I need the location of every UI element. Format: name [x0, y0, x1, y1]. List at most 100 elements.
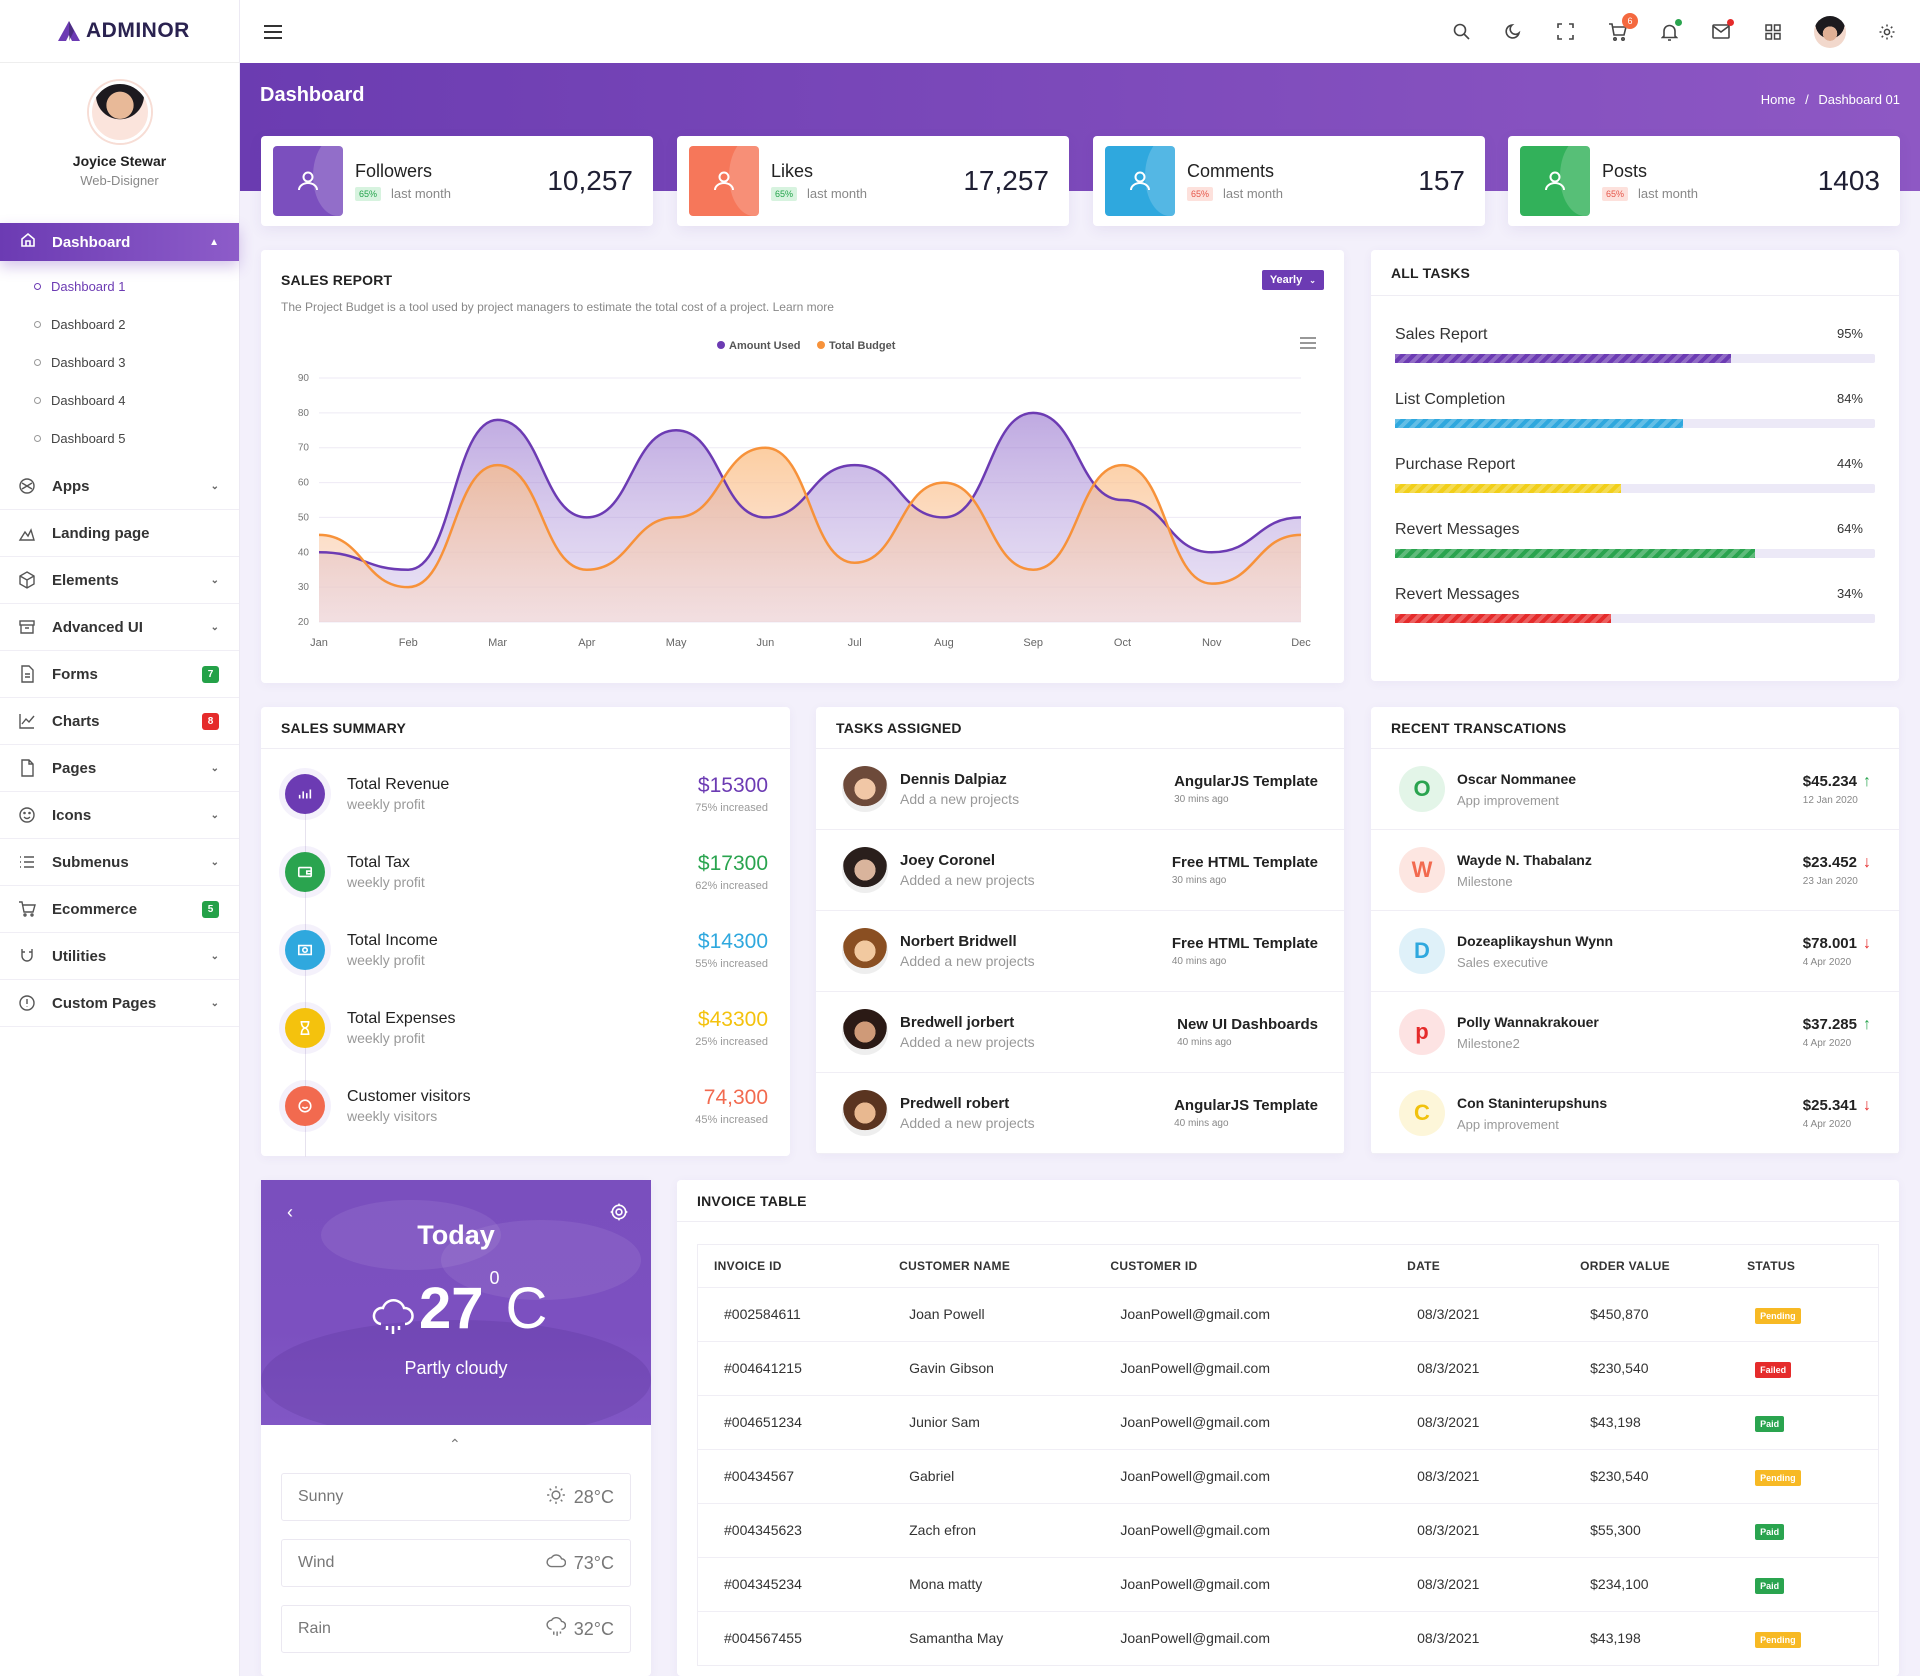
fullscreen-icon[interactable] — [1554, 21, 1576, 43]
brand-logo[interactable]: ADMINOR — [0, 0, 239, 63]
table-row[interactable]: #004567455 Samantha May JoanPowell@gmail.c… — [698, 1610, 1878, 1665]
bell-icon[interactable] — [1658, 18, 1682, 43]
column-header[interactable]: ORDER VALUE — [1580, 1258, 1670, 1273]
legend-label[interactable]: Amount Used — [729, 340, 801, 352]
recent-transactions-card: RECENT TRANSCATIONS O Oscar Nommanee App i… — [1371, 707, 1899, 1154]
stat-percent-badge: 65% — [355, 186, 382, 201]
menu-toggle-icon[interactable] — [262, 21, 284, 43]
list-item[interactable]: C Con Staninterupshuns App improvement $25.… — [1371, 1073, 1899, 1154]
transaction-sub: Milestone — [1457, 873, 1513, 889]
sales-summary-title: SALES SUMMARY — [281, 719, 406, 736]
weather-today-label: Today — [417, 1220, 495, 1250]
stat-title: Followers — [355, 161, 433, 181]
stat-card-followers[interactable]: Followers 65% last month 10,257 — [261, 136, 653, 226]
count-badge: 8 — [202, 712, 219, 730]
list-item[interactable]: O Oscar Nommanee App improvement $45.234 ↑ 12… — [1371, 749, 1899, 830]
column-header[interactable]: INVOICE ID — [714, 1258, 782, 1273]
sales-report-description: The Project Budget is a tool used by pro… — [281, 300, 834, 314]
cloud-decoration — [441, 1220, 641, 1300]
stat-card-likes[interactable]: Likes 65% last month 17,257 — [677, 136, 1069, 226]
legend-label[interactable]: Total Budget — [829, 340, 896, 352]
y-tick-label: 70 — [298, 443, 310, 454]
invoice-table-wrap: INVOICE ID CUSTOMER NAME CUSTOMER ID DATE OR… — [697, 1244, 1879, 1666]
list-item[interactable]: Predwell robert Added a new projects Angul… — [816, 1073, 1344, 1154]
avatar[interactable] — [88, 81, 151, 143]
progress-fill — [1395, 549, 1755, 558]
column-header[interactable]: CUSTOMER ID — [1110, 1258, 1198, 1273]
submenu-item[interactable]: Dashboard 4 — [0, 381, 239, 419]
table-row[interactable]: #00434567 Gabriel JoanPowell@gmail.com 08/3… — [698, 1448, 1878, 1503]
cell-value: $43,198 — [1570, 1610, 1738, 1665]
chevron-left-icon[interactable]: ‹ — [287, 1202, 293, 1222]
project-name: AngularJS Template — [1174, 773, 1318, 790]
sidebar-item-elements[interactable]: Elements ⌄ — [0, 557, 239, 604]
sidebar-item-pages[interactable]: Pages ⌄ — [0, 745, 239, 792]
summary-list: Total Revenue weekly profit $15300 75% incr… — [261, 749, 790, 1145]
column-header[interactable]: STATUS — [1747, 1258, 1796, 1273]
progress-fill — [1395, 484, 1621, 493]
cell-date: 08/3/2021 — [1397, 1556, 1571, 1611]
table-header-row: INVOICE ID CUSTOMER NAME CUSTOMER ID DATE OR… — [698, 1245, 1878, 1287]
cell-status: Pending — [1737, 1286, 1878, 1341]
sidebar-item-utilities[interactable]: Utilities ⌄ — [0, 933, 239, 980]
submenu-item[interactable]: Dashboard 3 — [0, 343, 239, 381]
table-row[interactable]: #004345623 Zach efron JoanPowell@gmail.com… — [698, 1502, 1878, 1557]
smile-icon — [285, 1086, 325, 1126]
moon-icon[interactable] — [1502, 21, 1524, 43]
sidebar-item-landing-page[interactable]: Landing page — [0, 510, 239, 557]
list-item[interactable]: Dennis Dalpiaz Add a new projects AngularJ… — [816, 749, 1344, 830]
stat-card-comments[interactable]: Comments 65% last month 157 — [1093, 136, 1485, 226]
cell-value: $55,300 — [1570, 1502, 1738, 1557]
apps-grid-icon[interactable] — [1762, 21, 1784, 43]
sidebar-item-charts[interactable]: Charts 8 — [0, 698, 239, 745]
temp-degree: 0 — [489, 1268, 500, 1288]
invoice-card: INVOICE TABLE INVOICE ID CUSTOMER NAME CUS… — [677, 1180, 1899, 1676]
list-item[interactable]: Joey Coronel Added a new projects Free HTM… — [816, 830, 1344, 911]
sales-report-card: SALES REPORT The Project Budget is a too… — [261, 250, 1344, 683]
project-name: New UI Dashboards — [1177, 1016, 1318, 1033]
column-header[interactable]: DATE — [1407, 1258, 1441, 1273]
stat-card-posts[interactable]: Posts 65% last month 1403 — [1508, 136, 1900, 226]
gear-icon[interactable] — [609, 1202, 629, 1225]
list-item[interactable]: Norbert Bridwell Added a new projects Free… — [816, 911, 1344, 992]
sidebar-item-label: Submenus — [52, 853, 129, 871]
sidebar-item-submenus[interactable]: Submenus ⌄ — [0, 839, 239, 886]
sidebar-item-apps[interactable]: Apps ⌄ — [0, 463, 239, 510]
table-row[interactable]: #004641215 Gavin Gibson JoanPowell@gmail.c… — [698, 1340, 1878, 1395]
list-item[interactable]: W Wayde N. Thabalanz Milestone $23.452 ↓ 23 J… — [1371, 830, 1899, 911]
list-item[interactable]: p Polly Wannakrakouer Milestone2 $37.285 ↑ 4 … — [1371, 992, 1899, 1073]
table-row[interactable]: #002584611 Joan Powell JoanPowell@gmail.co… — [698, 1286, 1878, 1341]
sidebar-item-forms[interactable]: Forms 7 — [0, 651, 239, 698]
cart-icon[interactable]: 6 — [1606, 12, 1638, 43]
search-icon[interactable] — [1450, 21, 1472, 43]
all-tasks-title: ALL TASKS — [1391, 264, 1471, 281]
transactions-list: O Oscar Nommanee App improvement $45.234 ↑ 12… — [1371, 749, 1899, 1154]
table-row[interactable]: #004345234 Mona matty JoanPowell@gmail.com… — [698, 1556, 1878, 1611]
list-item[interactable]: D Dozeaplikayshun Wynn Sales executive $78.… — [1371, 911, 1899, 992]
gear-icon[interactable] — [1876, 21, 1898, 43]
task-percent: 34% — [1836, 586, 1863, 601]
sidebar-item-custom-pages[interactable]: Custom Pages ⌄ — [0, 980, 239, 1027]
sidebar-item-icons[interactable]: Icons ⌄ — [0, 792, 239, 839]
task-progress-item: Purchase Report 44% — [1395, 456, 1875, 493]
user-profile: Joyice Stewar Web-Disigner — [0, 63, 239, 223]
yearly-dropdown[interactable]: Yearly ⌄ — [1261, 270, 1324, 290]
sidebar-item-dashboard[interactable]: Dashboard ▲ — [0, 223, 239, 261]
cell-email: JoanPowell@gmail.com — [1100, 1556, 1398, 1611]
submenu-item[interactable]: Dashboard 2 — [0, 305, 239, 343]
user-avatar[interactable] — [1814, 15, 1846, 48]
task-percent: 64% — [1836, 521, 1863, 536]
wallet-icon — [285, 852, 325, 892]
sidebar-item-advanced-ui[interactable]: Advanced UI ⌄ — [0, 604, 239, 651]
table-row[interactable]: #004651234 Junior Sam JoanPowell@gmail.com… — [698, 1394, 1878, 1449]
sidebar-item-ecommerce[interactable]: Ecommerce 5 — [0, 886, 239, 933]
column-header[interactable]: CUSTOMER NAME — [899, 1258, 1011, 1273]
submenu-item[interactable]: Dashboard 5 — [0, 419, 239, 457]
submenu-item[interactable]: Dashboard 1 — [0, 267, 239, 305]
stat-subtitle: last month — [807, 186, 867, 201]
list-item[interactable]: Bredwell jorbert Added a new projects New … — [816, 992, 1344, 1073]
chevron-up-icon[interactable]: ⌃ — [449, 1436, 461, 1452]
breadcrumb-home[interactable]: Home — [1760, 92, 1796, 107]
chart-menu-icon[interactable] — [1300, 336, 1316, 352]
mail-icon[interactable] — [1710, 18, 1734, 43]
